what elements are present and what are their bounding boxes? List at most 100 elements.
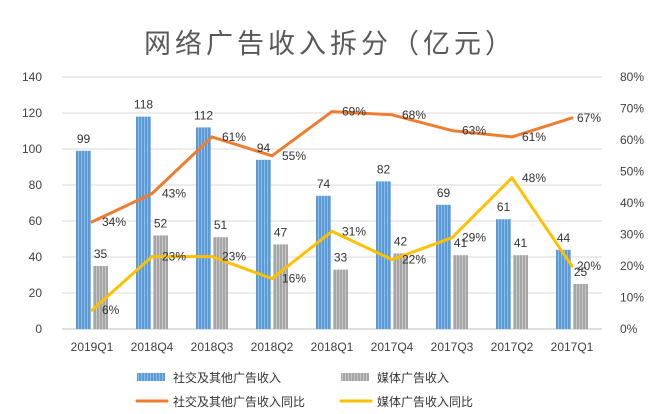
y-tick-label-right: 0% [620, 322, 638, 336]
data-label-media-yoy: 23% [162, 250, 186, 264]
data-label-social: 74 [317, 177, 331, 191]
point-media-yoy [150, 255, 154, 259]
data-label-media: 42 [394, 234, 408, 248]
chart-title: 网络广告收入拆分（亿元） [144, 29, 516, 60]
bar-media [453, 255, 468, 329]
line-layer [90, 110, 574, 312]
data-label-media: 25 [574, 265, 588, 279]
y-tick-label-right: 50% [620, 165, 644, 179]
point-social-yoy [90, 220, 94, 224]
legend-item-social: 社交及其他广告收入 [137, 370, 281, 385]
data-label-social-yoy: 69% [342, 105, 366, 119]
data-label-media: 41 [454, 236, 468, 250]
bar-social [436, 204, 451, 329]
data-label-media: 47 [274, 225, 288, 239]
data-label-social: 118 [134, 98, 153, 112]
data-label-social-yoy: 67% [577, 111, 601, 125]
data-label-social: 99 [77, 132, 91, 146]
point-media-yoy [90, 308, 94, 312]
point-media-yoy [210, 255, 214, 259]
data-label-social-yoy: 61% [222, 130, 246, 144]
x-tick-label: 2017Q4 [371, 340, 414, 354]
data-label-social: 69 [437, 186, 451, 200]
y-tick-label-right: 10% [620, 291, 644, 305]
x-tick-label: 2017Q2 [491, 340, 534, 354]
data-label-social-yoy: 68% [402, 108, 426, 122]
legend-item-media: 媒体广告收入 [341, 371, 449, 385]
data-labels: 99 118 112 94 74 82 69 61 44 35 52 51 47 33 42 41 41 25 34… [77, 98, 602, 318]
bar-social [76, 150, 91, 329]
x-tick-label: 2018Q3 [191, 340, 234, 354]
point-media-yoy [390, 258, 394, 262]
y-tick-label-right: 40% [620, 196, 644, 210]
y-tick-label-right: 80% [620, 70, 644, 84]
y-tick-label-left: 80 [29, 178, 43, 192]
bar-media [153, 235, 168, 329]
point-media-yoy [270, 277, 274, 281]
point-social-yoy [390, 113, 394, 117]
point-social-yoy [510, 135, 514, 139]
point-media-yoy [450, 236, 454, 240]
data-label-media-yoy: 31% [342, 224, 366, 238]
bar-social [256, 159, 271, 329]
axis-tick-labels: 0 20 40 60 80 100 120 140 0% 10% 20% 30% 40% 50% 60% 70… [22, 70, 644, 354]
x-tick-label: 2018Q4 [131, 340, 174, 354]
point-social-yoy [150, 192, 154, 196]
legend-item-social-yoy: 社交及其他广告收入同比 [135, 394, 305, 409]
data-label-social-yoy: 34% [102, 215, 126, 229]
bar-social [556, 249, 571, 329]
data-label-social-yoy: 63% [462, 124, 486, 138]
data-label-social: 112 [194, 108, 213, 122]
y-tick-label-left: 40 [29, 250, 43, 264]
point-media-yoy [330, 229, 334, 233]
data-label-media: 52 [154, 216, 168, 230]
data-label-social: 82 [377, 162, 391, 176]
point-social-yoy [270, 154, 274, 158]
y-tick-label-left: 60 [29, 214, 43, 228]
data-label-media-yoy: 48% [522, 171, 546, 185]
x-tick-label: 2018Q1 [311, 340, 354, 354]
bar-social [196, 127, 211, 330]
x-tick-label: 2017Q3 [431, 340, 474, 354]
bar-layer [76, 116, 588, 330]
bar-media [273, 244, 288, 329]
bar-media [393, 253, 408, 329]
point-social-yoy [450, 129, 454, 133]
bar-media [573, 284, 588, 329]
bar-social [316, 195, 331, 329]
legend-label: 媒体广告收入同比 [377, 395, 473, 409]
bar-social [136, 116, 151, 329]
bar-social [496, 219, 511, 329]
x-tick-label: 2017Q1 [551, 340, 594, 354]
y-tick-label-right: 20% [620, 259, 644, 273]
point-social-yoy [330, 110, 334, 114]
data-label-social-yoy: 55% [282, 149, 306, 163]
bar-media [513, 255, 528, 329]
data-label-social-yoy: 61% [522, 130, 546, 144]
data-label-social-yoy: 43% [162, 187, 186, 201]
data-label-social: 61 [497, 200, 511, 214]
y-tick-label-left: 0 [35, 322, 42, 336]
legend-swatch [341, 373, 369, 381]
data-label-media: 51 [214, 218, 228, 232]
legend-label: 社交及其他广告收入 [173, 370, 281, 385]
legend-label: 社交及其他广告收入同比 [173, 394, 305, 409]
point-social-yoy [570, 116, 574, 120]
data-label-media: 35 [94, 247, 108, 261]
y-tick-label-left: 140 [22, 70, 42, 84]
legend-item-media-yoy: 媒体广告收入同比 [339, 395, 473, 409]
data-label-social: 44 [557, 231, 571, 245]
data-label-media-yoy: 16% [282, 272, 306, 286]
bar-media [93, 266, 108, 329]
data-label-media-yoy: 20% [577, 259, 601, 273]
data-label-media-yoy: 23% [222, 250, 246, 264]
point-social-yoy [210, 135, 214, 139]
legend-label: 媒体广告收入 [377, 371, 449, 385]
data-label-media: 41 [514, 236, 528, 250]
y-tick-label-right: 70% [620, 102, 644, 116]
data-label-media-yoy: 6% [102, 303, 120, 317]
point-media-yoy [570, 264, 574, 268]
